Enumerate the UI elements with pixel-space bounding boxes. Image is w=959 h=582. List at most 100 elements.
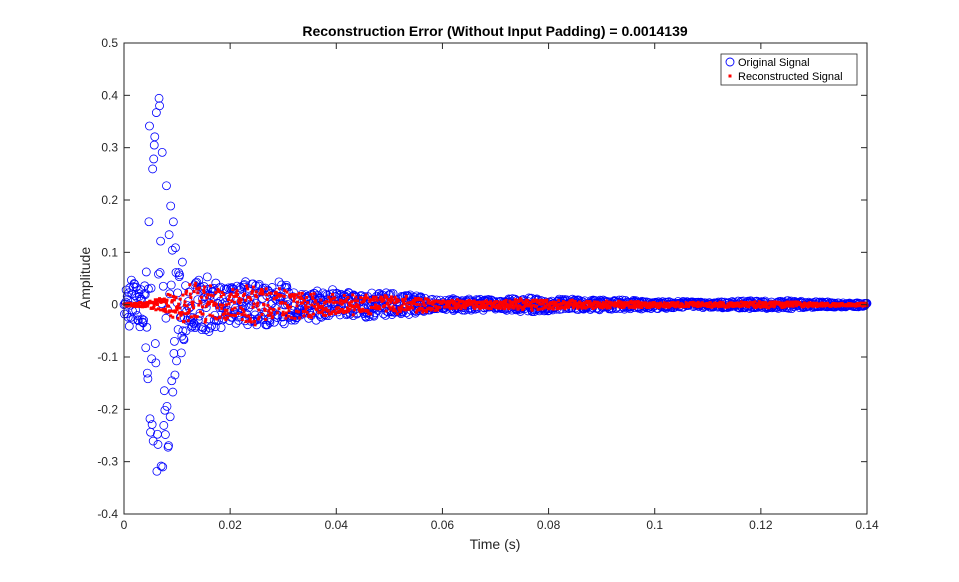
reconstructed-signal-point xyxy=(173,310,177,314)
reconstructed-signal-point xyxy=(620,306,624,310)
reconstructed-signal-point xyxy=(345,310,349,314)
reconstructed-signal-point xyxy=(209,284,213,288)
original-signal-point xyxy=(149,154,159,164)
reconstructed-signal-point xyxy=(455,298,459,302)
reconstructed-signal-point xyxy=(771,304,775,308)
reconstructed-signal-point xyxy=(287,309,291,313)
reconstructed-signal-point xyxy=(697,302,701,306)
y-tick-label: 0.3 xyxy=(101,141,118,155)
reconstructed-signal-point xyxy=(679,305,683,309)
reconstructed-signal-point xyxy=(316,304,320,308)
original-signal-point xyxy=(143,374,153,384)
reconstructed-signal-point xyxy=(547,307,551,311)
reconstructed-signal-point xyxy=(354,295,358,299)
y-tick-label: 0.4 xyxy=(101,88,118,102)
reconstructed-signal-point xyxy=(452,302,456,306)
reconstructed-signal-point xyxy=(571,304,575,308)
reconstructed-signal-point xyxy=(302,314,306,318)
x-tick-label: 0.14 xyxy=(855,518,879,532)
reconstructed-signal-point xyxy=(247,314,251,318)
reconstructed-signal-point xyxy=(603,305,607,309)
reconstructed-signal-point xyxy=(396,299,400,303)
original-signal-point xyxy=(175,270,185,280)
original-signal-point xyxy=(243,320,253,330)
original-signal-point xyxy=(152,466,162,476)
reconstructed-signal-point xyxy=(542,306,546,310)
reconstructed-signal-point xyxy=(397,306,401,310)
reconstructed-signal-point xyxy=(337,309,341,313)
reconstructed-signal-point xyxy=(236,293,240,297)
original-signal-point xyxy=(154,269,163,279)
reconstructed-signal-point xyxy=(178,297,182,301)
reconstructed-signal-point xyxy=(296,300,300,304)
reconstructed-signal-point xyxy=(226,312,230,316)
reconstructed-signal-point xyxy=(453,301,457,305)
reconstructed-signal-point xyxy=(275,311,279,315)
reconstructed-signal-point xyxy=(168,293,172,297)
reconstructed-signal-point xyxy=(601,301,605,305)
reconstructed-signal-point xyxy=(235,294,239,298)
reconstructed-signal-point xyxy=(676,302,680,306)
reconstructed-signal-point xyxy=(189,296,193,300)
reconstructed-signal-point xyxy=(345,306,349,310)
y-axis-label: Amplitude xyxy=(77,247,93,309)
reconstructed-signal-point xyxy=(246,287,250,291)
reconstructed-signal-point xyxy=(588,300,592,304)
original-signal-point xyxy=(150,132,160,142)
reconstructed-signal-point xyxy=(378,307,382,311)
reconstructed-signal-point xyxy=(537,299,541,303)
ticks-layer: 0 0.02 0.04 0.06 0.08 0.1 0.12 0.14 -0.4 -0.3 -0.2… xyxy=(97,36,879,532)
reconstructed-signal-point xyxy=(309,315,313,319)
reconstructed-signal-point xyxy=(721,304,725,308)
reconstructed-signal-point xyxy=(786,300,790,304)
reconstructed-signal-point xyxy=(423,304,427,308)
reconstructed-signal-point xyxy=(251,305,255,309)
original-signal-point xyxy=(388,289,398,298)
reconstructed-signal-point xyxy=(324,306,328,310)
reconstructed-signal-point xyxy=(158,297,162,301)
original-signal-point xyxy=(153,440,163,449)
reconstructed-signal-point xyxy=(414,298,418,302)
reconstructed-signal-point xyxy=(366,296,370,300)
reconstructed-signal-point xyxy=(217,289,221,293)
reconstructed-signal-point xyxy=(281,310,285,314)
reconstructed-signal-point xyxy=(146,303,150,307)
reconstructed-signal-point xyxy=(648,301,652,305)
reconstructed-signal-point xyxy=(186,319,190,323)
reconstructed-signal-point xyxy=(153,301,157,305)
reconstructed-signal-point xyxy=(567,303,571,307)
reconstructed-signal-point xyxy=(289,294,293,298)
reconstructed-signal-point xyxy=(214,291,218,295)
reconstructed-signal-point xyxy=(190,303,194,307)
reconstructed-signal-point xyxy=(362,296,366,300)
reconstructed-signal-point xyxy=(222,316,226,320)
reconstructed-signal-point xyxy=(496,304,500,308)
reconstructed-signal-point xyxy=(403,297,407,301)
axes-background xyxy=(124,43,867,514)
reconstructed-signal-point xyxy=(287,314,291,318)
reconstructed-signal-point xyxy=(567,305,571,309)
reconstructed-signal-point xyxy=(510,302,514,306)
reconstructed-signal-point xyxy=(335,300,339,304)
reconstructed-signal-point xyxy=(336,306,340,310)
original-signal-point xyxy=(155,268,165,277)
reconstructed-signal-point xyxy=(783,301,787,305)
reconstructed-signal-point xyxy=(360,309,364,313)
reconstructed-signal-point xyxy=(615,301,618,305)
reconstructed-signal-point xyxy=(181,293,185,297)
original-signal-point xyxy=(133,315,143,325)
reconstructed-signal-point xyxy=(582,303,586,307)
reconstructed-signal-point xyxy=(228,295,232,299)
reconstructed-signal-point xyxy=(504,298,508,302)
reconstructed-signal-point xyxy=(481,300,485,304)
reconstructed-signal-point xyxy=(605,306,609,310)
original-signal-point xyxy=(168,217,178,227)
reconstructed-signal-point xyxy=(221,312,225,316)
reconstructed-signal-point xyxy=(751,300,755,304)
reconstructed-signal-point xyxy=(478,307,482,311)
reconstructed-signal-point xyxy=(273,296,277,300)
reconstructed-signal-point xyxy=(405,305,409,309)
reconstructed-signal-point xyxy=(292,296,296,300)
reconstructed-signal-point xyxy=(512,300,516,304)
reconstructed-signal-point xyxy=(374,303,378,307)
